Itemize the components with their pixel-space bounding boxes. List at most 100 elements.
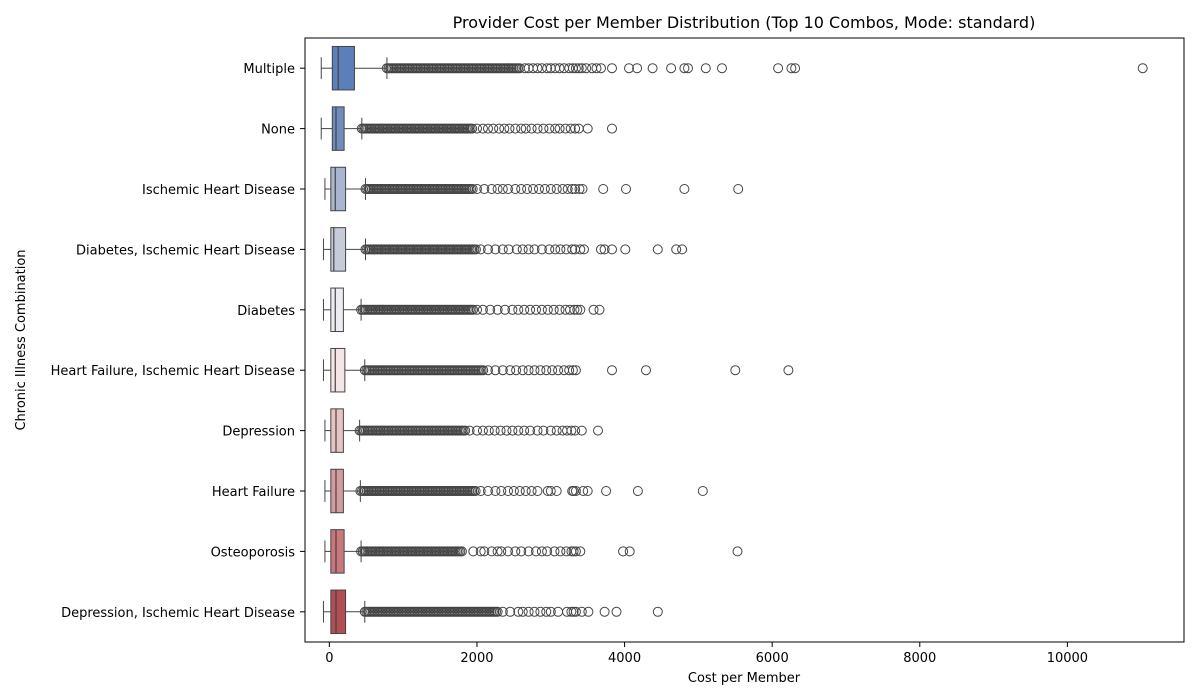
outlier-point — [470, 244, 481, 255]
outlier-point — [570, 63, 581, 74]
outlier-point — [497, 606, 508, 617]
outlier-point — [564, 63, 575, 74]
outlier-point — [492, 304, 503, 315]
outlier-point — [479, 546, 490, 557]
outlier-point — [477, 304, 488, 315]
outlier-point — [547, 365, 558, 376]
outlier-point — [475, 486, 486, 496]
outlier-point — [573, 63, 584, 74]
outlier-point — [488, 123, 499, 134]
box-group — [324, 166, 744, 212]
outlier-point — [503, 486, 513, 496]
outlier-point — [671, 244, 682, 255]
iqr-box — [330, 408, 344, 453]
outlier-point — [790, 63, 801, 74]
outlier-point — [492, 606, 503, 617]
outlier-point — [773, 63, 784, 74]
outlier-point — [582, 123, 593, 134]
outlier-point — [523, 606, 534, 617]
outlier-point — [492, 184, 503, 194]
outlier-point — [553, 365, 564, 376]
outlier-point — [594, 304, 605, 315]
outlier-point — [523, 546, 534, 557]
outlier-point — [490, 486, 501, 496]
outlier-point — [570, 184, 581, 194]
outlier-point — [572, 304, 583, 315]
outlier-point — [632, 63, 643, 74]
outlier-point — [523, 244, 534, 255]
outlier-point — [575, 244, 586, 255]
outlier-point — [697, 486, 708, 496]
iqr-box — [330, 287, 344, 333]
outlier-point — [575, 304, 586, 315]
outlier-point — [511, 365, 522, 376]
outlier-point — [520, 123, 531, 134]
outlier-point — [550, 123, 561, 134]
outlier-point — [513, 425, 524, 436]
outlier-point — [516, 184, 527, 194]
outlier-point — [548, 304, 559, 315]
outlier-point — [730, 365, 741, 376]
outlier-point — [510, 123, 521, 134]
outlier-point — [499, 123, 510, 134]
outlier-point — [472, 184, 482, 194]
outlier-point — [591, 63, 602, 74]
outlier-point — [494, 123, 505, 134]
x-tick-label: 8000 — [903, 651, 936, 666]
outlier-point — [567, 365, 578, 376]
category-label: Depression — [222, 425, 295, 440]
outlier-point — [468, 304, 479, 315]
outlier-point — [624, 63, 634, 74]
outlier-point — [560, 123, 571, 134]
outlier-point — [555, 546, 566, 557]
box-group — [324, 529, 743, 574]
outlier-point — [570, 486, 581, 496]
outlier-point — [596, 244, 606, 255]
outlier-point — [652, 606, 663, 617]
outlier-point — [565, 304, 575, 315]
outlier-point — [505, 365, 516, 376]
outlier-point — [620, 244, 631, 255]
outlier-point — [578, 486, 589, 496]
outlier-point — [528, 184, 539, 194]
outlier-point — [551, 184, 562, 194]
outlier-point — [505, 606, 516, 617]
outlier-point — [519, 425, 530, 436]
box-group — [322, 347, 794, 393]
outlier-point — [733, 184, 744, 194]
outlier-point — [541, 365, 552, 376]
outlier-point — [555, 244, 566, 255]
outlier-point — [621, 184, 631, 194]
category-label: Diabetes — [237, 304, 295, 319]
outlier-point — [570, 606, 581, 617]
outlier-point — [508, 486, 519, 496]
outlier-point — [456, 546, 467, 557]
outlier-point — [532, 123, 543, 134]
outlier-point — [517, 606, 528, 617]
outlier-cluster — [356, 304, 479, 315]
outlier-point — [529, 244, 540, 255]
outlier-point — [526, 123, 537, 134]
outlier-point — [545, 486, 556, 496]
iqr-box — [330, 347, 346, 393]
outlier-point — [529, 606, 540, 617]
box-group — [324, 408, 603, 453]
outlier-point — [468, 546, 479, 557]
outlier-point — [492, 546, 503, 557]
outlier-point — [601, 486, 612, 496]
outlier-point — [507, 425, 518, 436]
outlier-point — [544, 123, 555, 134]
outlier-point — [576, 425, 587, 436]
x-axis: 0 2000 4000 6000 8000 10000 — [325, 642, 1088, 666]
outlier-cluster — [356, 123, 478, 134]
outlier-point — [717, 63, 727, 74]
outlier-point — [510, 184, 521, 194]
outlier-point — [531, 546, 541, 557]
box-group — [320, 45, 1148, 91]
outlier-point — [483, 244, 493, 255]
plot-area — [320, 45, 1148, 635]
outlier-point — [549, 546, 560, 557]
box-group — [322, 227, 688, 272]
outlier-point — [607, 123, 617, 134]
